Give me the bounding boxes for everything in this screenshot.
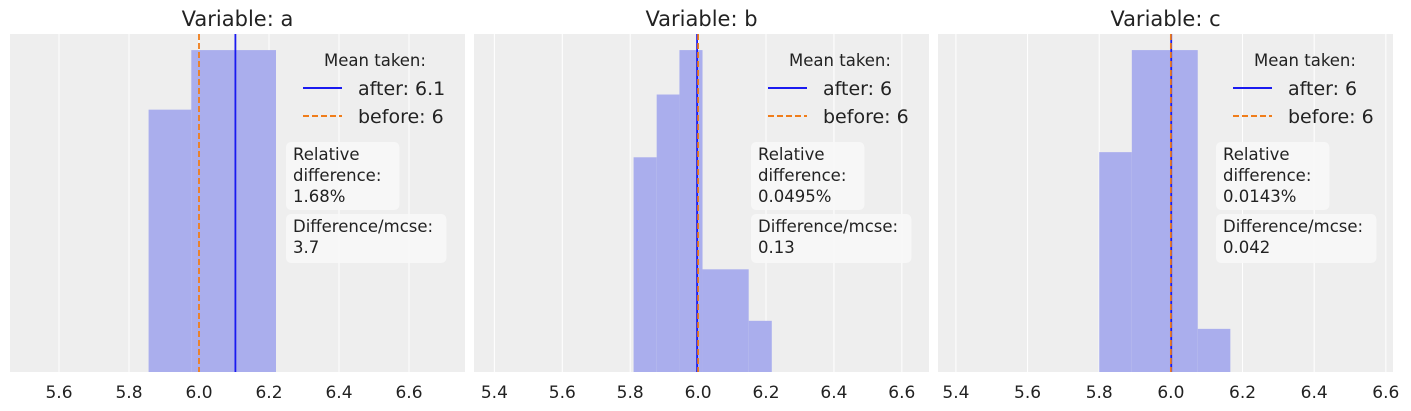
histogram-bar — [191, 50, 276, 372]
legend-title: Mean taken: — [1254, 51, 1356, 70]
legend-after-label: after: 6 — [823, 78, 892, 100]
histogram-bar — [1131, 50, 1198, 372]
panel-title: Variable: b — [645, 7, 757, 31]
x-tick-label: 5.6 — [1014, 383, 1041, 403]
panel-title: Variable: a — [182, 7, 294, 31]
x-tick-label: 5.6 — [549, 383, 576, 403]
x-tick-label: 6.0 — [1157, 383, 1184, 403]
x-tick-label: 5.8 — [1086, 383, 1113, 403]
panel-0: 5.6 5.8 6.0 6.2 6.4 6.6 Variable: a Mean taken:… — [10, 7, 465, 403]
difference-mcse-box — [286, 214, 447, 263]
x-tick-label: 6.6 — [1372, 383, 1399, 403]
difference-mcse-box — [1216, 214, 1377, 263]
histogram-bar — [1197, 328, 1231, 372]
difference-mcse-box — [751, 214, 912, 263]
x-tick-label: 6.4 — [1301, 383, 1328, 403]
x-tick-label: 6.4 — [820, 383, 847, 403]
legend-after-label: after: 6 — [1288, 78, 1357, 100]
histogram-bar — [1099, 152, 1132, 372]
relative-difference-text: Relative difference: 1.68% — [293, 145, 381, 206]
x-tick-label: 5.4 — [942, 383, 969, 403]
legend-title: Mean taken: — [324, 51, 426, 70]
x-tick-label: 5.4 — [481, 383, 508, 403]
x-tick-label: 5.8 — [617, 383, 644, 403]
histogram-bar — [656, 94, 680, 372]
relative-difference-text: Relative difference: 0.0143% — [1223, 145, 1311, 206]
x-tick-label: 6.6 — [888, 383, 915, 403]
histogram-bar — [702, 269, 749, 372]
panel-1: 5.4 5.6 5.8 6.0 6.2 6.4 6.6 Variable: b Mean tak… — [474, 7, 929, 403]
legend-after-label: after: 6.1 — [358, 78, 445, 100]
relative-difference-box — [1216, 142, 1330, 210]
difference-mcse-text: Difference/mcse: 0.042 — [1223, 217, 1363, 257]
difference-mcse-text: Difference/mcse: 0.13 — [758, 217, 898, 257]
difference-mcse-text: Difference/mcse: 3.7 — [293, 217, 433, 257]
x-tick-label: 6.0 — [185, 383, 212, 403]
relative-difference-text: Relative difference: 0.0495% — [758, 145, 846, 206]
legend-title: Mean taken: — [789, 51, 891, 70]
panel-2: 5.4 5.6 5.8 6.0 6.2 6.4 6.6 Variable: c Mean tak… — [938, 7, 1399, 403]
legend-before-label: before: 6 — [1288, 106, 1374, 128]
relative-difference-box — [286, 142, 400, 210]
x-tick-label: 6.2 — [255, 383, 282, 403]
x-tick-label: 5.6 — [45, 383, 72, 403]
histogram-bar — [679, 50, 703, 372]
x-tick-label: 6.2 — [1229, 383, 1256, 403]
panel-title: Variable: c — [1110, 7, 1220, 31]
x-tick-label: 6.4 — [325, 383, 352, 403]
relative-difference-box — [751, 142, 865, 210]
x-tick-label: 5.8 — [115, 383, 142, 403]
legend-before-label: before: 6 — [358, 106, 444, 128]
histogram-bar — [748, 320, 772, 372]
x-tick-label: 6.6 — [395, 383, 422, 403]
histogram-bar — [633, 157, 657, 372]
legend-before-label: before: 6 — [823, 106, 909, 128]
histogram-bar — [148, 109, 192, 373]
x-tick-label: 6.2 — [752, 383, 779, 403]
x-tick-label: 6.0 — [685, 383, 712, 403]
